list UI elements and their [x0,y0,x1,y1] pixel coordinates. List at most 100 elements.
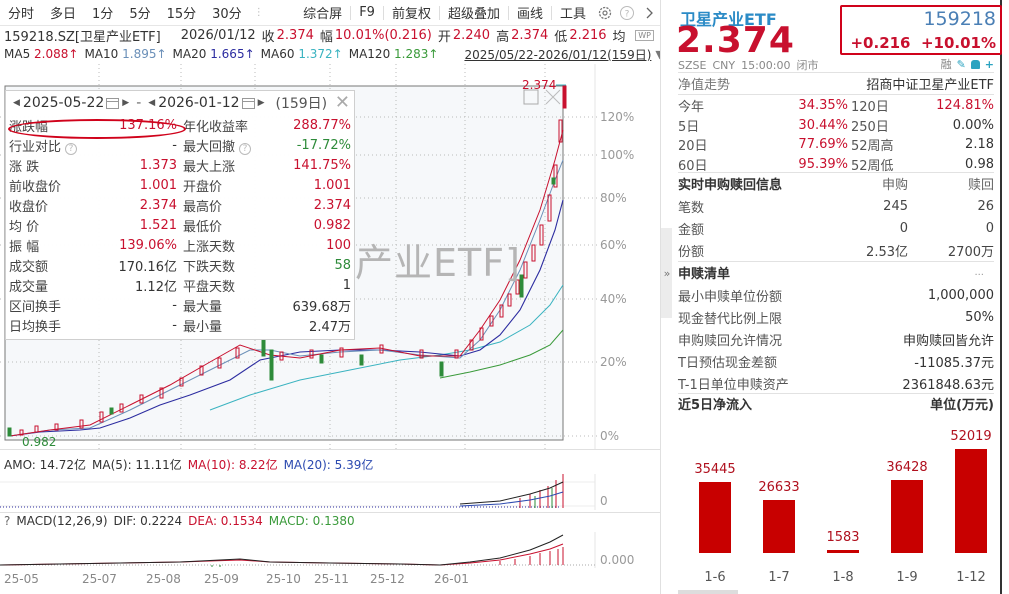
wp-icon[interactable]: WP [635,30,654,41]
tab-15min[interactable]: 15分 [166,7,197,22]
stat-value: 2.374 [313,197,351,213]
calendar-icon[interactable] [106,97,120,109]
stat-label: 均 价 [9,219,40,235]
macd-value: MACD: 0.1380 [268,514,355,528]
close-icon[interactable]: ✕ [334,92,350,113]
stat-label: 最高价 [182,199,222,215]
netflow-bar[interactable] [827,550,859,553]
stat-value: 1 [342,277,351,293]
prev-end-arrow-icon[interactable]: ◀ [148,98,156,108]
open-label: 开 [437,30,451,45]
date-range-link[interactable]: 2025/05/22-2026/01/12(159日) [464,47,652,62]
gear-icon[interactable] [594,2,616,24]
chevron-right-icon[interactable] [638,2,660,24]
tab-30min[interactable]: 30分 [212,7,242,22]
amo-legend: AMO: 14.72亿 MA(5): 11.11亿 MA(10): 8.22亿 … [4,456,379,473]
more-icon[interactable]: ... [974,267,984,278]
y-tick-100: 100% [600,148,635,162]
y-tick-40: 40% [600,292,627,306]
stats-row: 涨跌幅 137.16% 年化收益率 288.77% [6,115,354,135]
code-change-box: 159218 +0.216 +10.01% [840,5,1002,55]
netflow-bar-value: 35445 [694,462,736,477]
ma-legend: MA5 2.088↑ MA10 1.895↑ MA20 1.665↑ MA60 … [4,45,664,63]
start-date-field[interactable]: 2025-05-22 [22,95,105,111]
netflow-bar[interactable] [763,500,795,553]
x-tick: 26-01 [434,572,469,586]
netflow-bar-value: 26633 [758,480,800,495]
nav-row[interactable]: 净值走势 招商中证卫星产业ETF [678,78,994,93]
prev-start-arrow-icon[interactable]: ◀ [13,98,20,108]
days-count: (159日) [275,96,328,112]
tab-intraday[interactable]: 分时 [8,7,35,22]
stat-value: 139.06% [119,237,177,253]
calendar-icon[interactable] [241,97,255,109]
margin-trading-icon[interactable]: 融 [940,58,952,71]
divider [0,512,660,513]
help-icon[interactable]: ? [239,142,251,155]
help-icon[interactable]: ? [616,2,638,24]
macd-chart[interactable]: 0.000 [0,532,660,568]
collapse-handle-icon[interactable]: » [661,228,673,318]
help-icon[interactable]: ? [65,142,78,155]
performance-row: 20日 77.69% 52周高 2.18 [678,137,994,154]
next-end-arrow-icon[interactable]: ▶ [257,98,265,108]
last-price: 2.374 [676,20,795,61]
stat-value: 137.16% [119,117,177,133]
period-toolbar: 分时 多日 1分 5分 15分 30分 ⋮ 综合屏 F9 前复权 超级叠加 画线… [0,0,660,26]
open-value: 2.240 [452,28,491,43]
macd-help-icon[interactable]: ? [4,514,11,528]
amo-volume-chart[interactable]: 0 [0,474,660,510]
end-date-field[interactable]: 2026-01-12 [158,95,240,111]
creation-list-row: 申购赎回允许情况 申购赎回皆允许 [678,333,994,349]
subscription-row: 金额 0 0 [678,221,994,238]
stat-value: 2.47万 [309,319,351,335]
edit-icon[interactable]: ✎ [956,57,966,71]
stat-label: 平盘天数 [182,279,235,295]
stat-label: 开盘价 [182,179,222,195]
stat-label: 成交额 [9,259,49,275]
divider [350,5,352,20]
tab-5min[interactable]: 5分 [129,7,151,22]
netflow-bar[interactable] [955,449,987,553]
tab-draw-line[interactable]: 画线 [516,7,543,22]
tab-composite-screen[interactable]: 综合屏 [303,7,343,22]
market-meta: SZSE CNY 15:00:00 闭市 [678,59,819,72]
next-start-arrow-icon[interactable]: ▶ [122,98,130,108]
netflow-bar[interactable] [891,480,923,553]
chg-label: 幅 [319,30,333,45]
divider [678,393,994,394]
scrollbar[interactable] [678,590,738,594]
netflow-bar[interactable] [699,482,731,553]
stat-label: 年化收益率 [182,119,248,135]
subscription-row: 份额 2.53亿 2700万 [678,245,994,260]
stat-label: 涨跌幅 [9,119,49,135]
chg-value: 10.01%(0.216) [334,28,432,43]
macd-legend: ? MACD(12,26,9) DIF: 0.2224 DEA: 0.1534 … [4,514,361,528]
tab-forward-adjust[interactable]: 前复权 [391,7,431,22]
stats-row: 前收盘价 1.001 开盘价 1.001 [6,175,354,195]
stats-row: 均 价 1.521 最低价 0.982 [6,215,354,235]
divider [0,449,660,450]
stat-label: 涨 跌 [9,159,40,175]
x-tick: 25-05 [4,572,39,586]
netflow-bar-value: 36428 [886,460,928,475]
add-icon[interactable]: + [984,57,994,71]
stat-label: 最低价 [182,219,222,235]
stat-label: 收盘价 [9,199,49,215]
tab-f9[interactable]: F9 [359,5,375,20]
panel-splitter[interactable]: » [660,0,673,594]
date-label: 2026/01/12 [180,28,256,43]
stats-row: 成交量 1.12亿 平盘天数 1 [6,275,354,295]
tab-super-overlay[interactable]: 超级叠加 [447,7,500,22]
dropdown-triangle-icon[interactable]: ▼ [655,48,663,61]
tab-multi-day[interactable]: 多日 [50,7,77,22]
drag-grip-icon[interactable]: ⋮ [253,7,264,18]
close-value: 2.374 [276,28,314,43]
tab-1min[interactable]: 1分 [92,7,114,22]
ma5-item: MA5 2.088↑ [4,47,79,61]
tab-tools[interactable]: 工具 [559,7,586,22]
max-price-label: 2.374 [522,78,556,92]
stats-row: 区间换手 - 最大量 639.68万 [6,295,354,315]
y-tick-80: 80% [600,191,627,205]
bell-icon[interactable] [970,59,980,69]
